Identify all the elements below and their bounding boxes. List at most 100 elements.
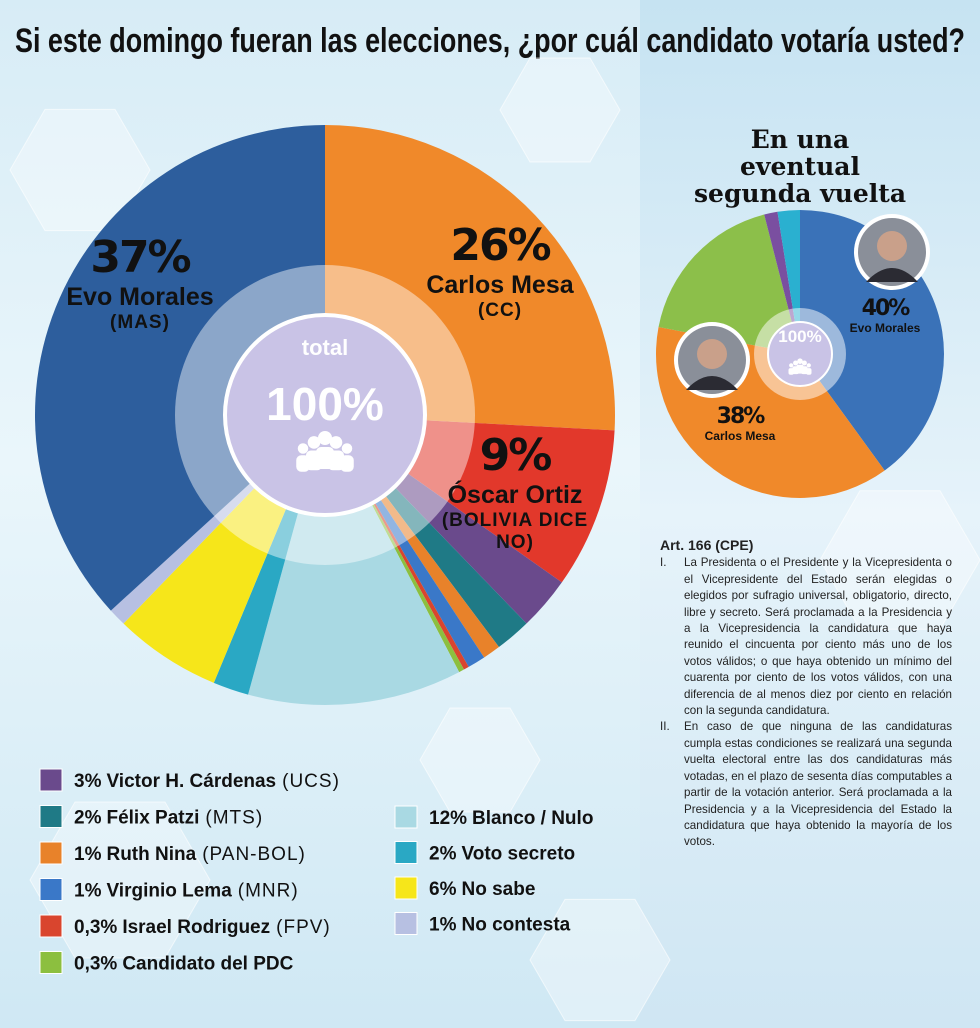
center-value: 100%	[266, 378, 384, 430]
slice-value: 38%	[716, 404, 766, 429]
legend-value: 12%	[429, 808, 467, 829]
pie-slice	[248, 415, 460, 705]
article-title: Art. 166 (CPE)	[660, 537, 754, 553]
article-marker: I.	[660, 556, 667, 570]
legend-party: (PAN-BOL)	[202, 844, 306, 865]
legend-value: 0,3%	[74, 917, 117, 938]
people-icon	[796, 364, 804, 374]
hexagon	[529, 898, 671, 1022]
slice-label: 26% Carlos Mesa (CC)	[405, 220, 595, 322]
people-icon	[789, 363, 794, 368]
hexagon	[419, 707, 541, 813]
people-icon	[307, 436, 321, 449]
legend-entry: 1% Ruth Nina (PAN-BOL)	[74, 844, 306, 865]
article: Art. 166 (CPE) I. La Presidenta o el Pres…	[660, 537, 952, 851]
slice-value: 9%	[479, 430, 553, 481]
article-marker: II.	[660, 720, 670, 734]
slice-name: Óscar Ortiz	[447, 481, 583, 509]
legend-swatch	[39, 805, 63, 828]
legend-party: (UCS)	[282, 771, 340, 792]
legend-value: 1%	[74, 881, 102, 902]
hexagon	[819, 490, 980, 630]
people-icon	[329, 436, 343, 449]
slice-name: Evo Morales	[849, 321, 921, 335]
photo-face	[697, 339, 727, 369]
legend-swatch	[394, 805, 418, 829]
slice-party: (CC)	[477, 300, 523, 321]
legend-name: Israel Rodriguez	[122, 917, 270, 938]
legend-swatch	[39, 951, 63, 974]
center-disc	[767, 321, 833, 387]
hexagon	[29, 801, 211, 959]
people-icon	[297, 443, 309, 454]
article-text: En caso de que ninguna de las candidatur…	[684, 720, 952, 849]
slice-label: 9% Óscar Ortiz (BOLIVIA DICE NO)	[440, 430, 590, 554]
people-icon	[793, 360, 799, 366]
slice-label: 38% Carlos Mesa	[685, 404, 795, 443]
slice-value: 37%	[90, 232, 191, 283]
legend-swatch	[394, 912, 418, 935]
photo-body	[866, 268, 918, 282]
legend-swatch	[39, 768, 63, 792]
people-icon	[797, 358, 803, 365]
article-item: II. En caso de que ninguna de las candida…	[660, 719, 952, 850]
legend-swatch	[39, 841, 63, 865]
legend-entry: 1% No contesta	[429, 915, 571, 936]
slice-value: 26%	[450, 220, 551, 271]
legend-name: Voto secreto	[461, 844, 575, 865]
legend-name: Victor H. Cárdenas	[106, 771, 276, 792]
legend-entry: 2% Voto secreto	[429, 844, 575, 865]
legend-name: Virginio Lema	[106, 881, 232, 902]
legend-entry: 3% Victor H. Cárdenas (UCS)	[74, 771, 340, 792]
legend-name: Blanco / Nulo	[472, 808, 593, 829]
legend-value: 0,3%	[74, 954, 117, 975]
legend-value: 6%	[429, 879, 457, 900]
center-value: 100%	[778, 327, 821, 346]
article-item: I. La Presidenta o el Presidente y la Vic…	[660, 555, 952, 719]
slice-party: (BOLIVIA DICE NO)	[441, 510, 589, 553]
legend-swatch	[394, 841, 418, 864]
slice-name: Carlos Mesa	[426, 271, 574, 299]
legend-entry: 0,3% Israel Rodriguez (FPV)	[74, 917, 331, 938]
center-title: total	[302, 335, 348, 360]
legend-swatch	[394, 876, 418, 900]
people-icon	[341, 443, 353, 454]
slice-label: 40% Evo Morales	[830, 296, 940, 335]
legend-entry: 0,3% Candidato del PDC	[74, 954, 294, 975]
legend-value: 2%	[429, 844, 457, 865]
hexagon	[499, 57, 621, 163]
photo-body	[686, 376, 738, 390]
legend-swatch	[39, 914, 63, 938]
article-text: La Presidenta o el Presidente y la Vicep…	[684, 556, 952, 718]
legend-value: 1%	[429, 915, 457, 936]
legend-party: (MTS)	[205, 808, 263, 829]
legend-name: Ruth Nina	[106, 844, 196, 865]
legend-party: (FPV)	[276, 917, 331, 938]
legend-value: 1%	[74, 844, 102, 865]
slice-party: (MAS)	[110, 312, 170, 333]
right-panel	[640, 0, 980, 1028]
legend-entry: 12% Blanco / Nulo	[429, 808, 593, 829]
people-icon	[316, 447, 334, 469]
legend-name: No contesta	[461, 915, 570, 936]
slice-label: 37% Evo Morales (MAS)	[45, 232, 235, 334]
pie-slice	[658, 214, 800, 354]
legend-party: (MNR)	[238, 881, 299, 902]
chart-title: Si este domingo fueran las elecciones, ¿…	[15, 22, 965, 60]
pie-slice	[35, 125, 326, 611]
legend-swatch	[39, 878, 63, 901]
legend-name: Félix Patzi	[106, 808, 199, 829]
slice-value: 40%	[861, 296, 911, 321]
slice-name: Evo Morales	[66, 283, 214, 311]
center-disc	[223, 313, 427, 517]
second-round-title: En una eventual segunda vuelta	[693, 125, 907, 208]
legend-entry: 6% No sabe	[429, 879, 535, 900]
people-icon	[318, 431, 332, 445]
legend-entry: 1% Virginio Lema (MNR)	[74, 881, 299, 902]
people-icon	[806, 363, 811, 368]
legend-value: 2%	[74, 808, 102, 829]
photo-face	[877, 231, 907, 261]
people-icon	[801, 360, 807, 366]
